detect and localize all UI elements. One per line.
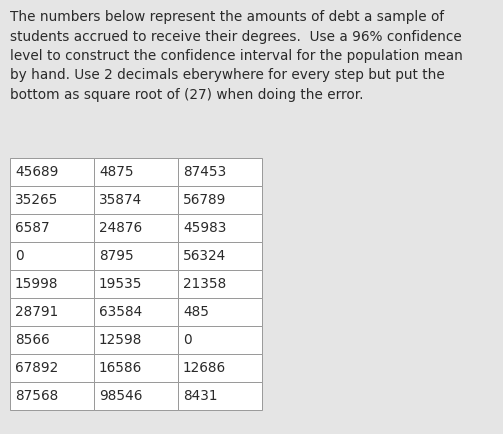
Text: bottom as square root of (27) when doing the error.: bottom as square root of (27) when doing… — [10, 88, 364, 102]
Bar — [10, 382, 94, 410]
Text: 6587: 6587 — [15, 221, 50, 235]
Text: 87453: 87453 — [183, 165, 226, 179]
Text: 45689: 45689 — [15, 165, 58, 179]
Text: 15998: 15998 — [15, 277, 58, 291]
Text: 8566: 8566 — [15, 333, 50, 347]
Bar — [178, 298, 262, 326]
Text: 4875: 4875 — [99, 165, 134, 179]
Text: 21358: 21358 — [183, 277, 226, 291]
Bar — [178, 242, 262, 270]
Text: students accrued to receive their degrees.  Use a 96% confidence: students accrued to receive their degree… — [10, 30, 462, 43]
Text: 12686: 12686 — [183, 361, 226, 375]
Bar — [94, 298, 178, 326]
Text: 12598: 12598 — [99, 333, 142, 347]
Text: 16586: 16586 — [99, 361, 142, 375]
Bar — [94, 326, 178, 354]
Bar — [178, 326, 262, 354]
Text: 8795: 8795 — [99, 249, 134, 263]
Text: by hand. Use 2 decimals eberywhere for every step but put the: by hand. Use 2 decimals eberywhere for e… — [10, 69, 445, 82]
Text: 8431: 8431 — [183, 389, 217, 403]
Text: 56324: 56324 — [183, 249, 226, 263]
Bar — [178, 382, 262, 410]
Bar — [178, 186, 262, 214]
Bar — [94, 214, 178, 242]
Bar — [178, 270, 262, 298]
Bar — [10, 158, 94, 186]
Bar — [178, 214, 262, 242]
Text: 0: 0 — [15, 249, 24, 263]
Text: 63584: 63584 — [99, 305, 142, 319]
Bar — [10, 270, 94, 298]
Bar — [94, 270, 178, 298]
Text: 485: 485 — [183, 305, 209, 319]
Bar — [10, 214, 94, 242]
Bar — [10, 354, 94, 382]
Bar — [10, 186, 94, 214]
Text: 67892: 67892 — [15, 361, 58, 375]
Text: 24876: 24876 — [99, 221, 142, 235]
Text: 35874: 35874 — [99, 193, 142, 207]
Bar — [10, 326, 94, 354]
Bar — [178, 354, 262, 382]
Bar — [10, 242, 94, 270]
Bar — [94, 242, 178, 270]
Text: 87568: 87568 — [15, 389, 58, 403]
Text: 45983: 45983 — [183, 221, 226, 235]
Bar — [94, 158, 178, 186]
Bar — [94, 354, 178, 382]
Text: 0: 0 — [183, 333, 192, 347]
Bar — [94, 186, 178, 214]
Text: 19535: 19535 — [99, 277, 142, 291]
Text: 28791: 28791 — [15, 305, 58, 319]
Bar — [178, 158, 262, 186]
Text: The numbers below represent the amounts of debt a sample of: The numbers below represent the amounts … — [10, 10, 444, 24]
Text: 98546: 98546 — [99, 389, 142, 403]
Bar — [10, 298, 94, 326]
Text: level to construct the confidence interval for the population mean: level to construct the confidence interv… — [10, 49, 463, 63]
Text: 35265: 35265 — [15, 193, 58, 207]
Bar — [94, 382, 178, 410]
Text: 56789: 56789 — [183, 193, 226, 207]
